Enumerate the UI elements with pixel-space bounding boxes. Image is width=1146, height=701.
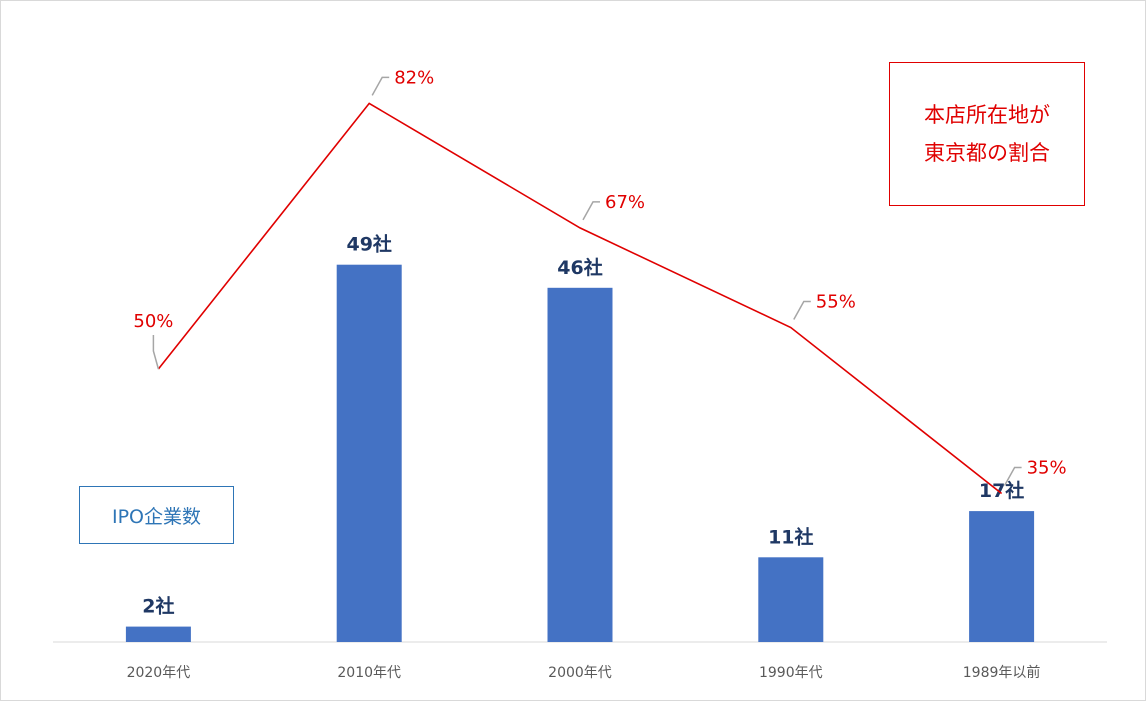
legend-bar-series: IPO企業数 bbox=[79, 486, 234, 544]
bar-0 bbox=[125, 626, 191, 642]
line-label-0: 50% bbox=[133, 311, 173, 332]
x-tick-label-1: 2010年代 bbox=[337, 665, 401, 681]
bar-label-2: 46社 bbox=[557, 256, 602, 279]
line-label-leader-3 bbox=[793, 300, 811, 320]
line-label-leader-4 bbox=[1003, 466, 1022, 486]
line-label-1: 82% bbox=[394, 67, 434, 88]
x-tick-label-0: 2020年代 bbox=[127, 665, 191, 681]
bar-4 bbox=[969, 511, 1035, 642]
line-label-4: 35% bbox=[1027, 458, 1067, 479]
legend-line-label-1: 本店所在地が bbox=[924, 103, 1050, 127]
bar-2 bbox=[547, 287, 613, 642]
line-label-leader-2 bbox=[582, 201, 600, 221]
line-label-3: 55% bbox=[816, 292, 856, 313]
x-tick-label-2: 2000年代 bbox=[548, 665, 612, 681]
bar-label-4: 17社 bbox=[979, 479, 1024, 502]
bar-label-3: 11社 bbox=[768, 525, 813, 548]
legend-bar-label: IPO企業数 bbox=[111, 505, 202, 528]
bar-label-1: 49社 bbox=[346, 233, 391, 256]
x-tick-label-3: 1990年代 bbox=[759, 665, 823, 681]
legend-line-series: 本店所在地が 東京都の割合 bbox=[889, 62, 1085, 206]
bar-label-0: 2社 bbox=[142, 595, 174, 618]
line-label-2: 67% bbox=[605, 192, 645, 213]
line-series bbox=[157, 102, 1003, 495]
legend-line-label-2: 東京都の割合 bbox=[924, 141, 1050, 165]
line-label-leader-0 bbox=[152, 335, 160, 370]
bar-1 bbox=[336, 264, 402, 642]
x-tick-label-4: 1989年以前 bbox=[963, 664, 1041, 681]
line-label-leader-1 bbox=[371, 76, 390, 96]
bar-3 bbox=[758, 557, 824, 642]
